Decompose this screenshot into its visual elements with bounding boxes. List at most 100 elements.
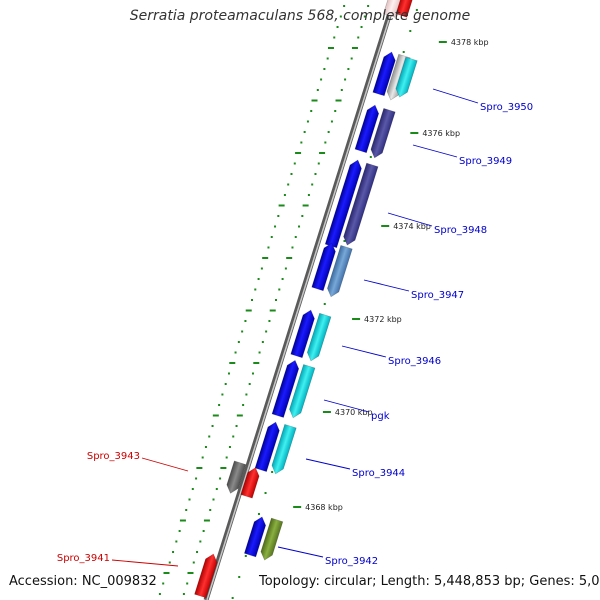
label-leader-line — [111, 559, 179, 567]
scale-dot — [258, 351, 261, 354]
scale-dot — [186, 582, 189, 585]
scale-dot — [242, 404, 245, 406]
gene-label[interactable]: Spro_3942 — [325, 556, 378, 567]
gene-arrow[interactable] — [305, 312, 332, 362]
scale-dot — [415, 9, 418, 11]
scale-dot — [260, 267, 263, 270]
scale-dot — [265, 330, 268, 333]
scale-dot — [202, 530, 205, 532]
scale-dot — [221, 393, 224, 396]
gene-arrow[interactable] — [354, 103, 381, 154]
scale-dot — [293, 162, 296, 165]
gene-arrow[interactable] — [325, 245, 353, 298]
gene-arrow[interactable] — [270, 423, 297, 475]
scale-dot — [227, 372, 230, 375]
scale-dot — [330, 120, 333, 123]
scale-dot — [347, 68, 350, 70]
scale-dot — [228, 446, 231, 448]
scale-dot — [327, 131, 330, 133]
scale-dot — [278, 288, 281, 291]
scale-dot — [195, 477, 198, 480]
gene-arrow[interactable] — [372, 50, 398, 97]
scale-dot — [264, 492, 267, 494]
scale-dot — [351, 47, 358, 49]
scale-dot — [311, 183, 314, 186]
gene-arrow[interactable] — [341, 162, 379, 247]
scale-dot — [188, 498, 191, 501]
gene-arrow[interactable] — [194, 552, 220, 599]
scale-dot — [262, 257, 269, 259]
genome-backbone-highlight — [206, 0, 396, 600]
scale-dot — [271, 471, 274, 473]
gene-label[interactable]: Spro_3949 — [459, 156, 512, 167]
scale-dot — [253, 362, 260, 364]
gene-arrow[interactable] — [395, 0, 414, 18]
kbp-tick-label: 4376 kbp — [422, 129, 460, 138]
scale-dot — [192, 561, 195, 564]
scale-dot — [363, 15, 366, 18]
scale-dot — [225, 456, 228, 459]
gene-arrow[interactable] — [287, 364, 316, 419]
scale-dot — [245, 393, 248, 396]
gene-arrow[interactable] — [259, 517, 284, 562]
gene-arrow[interactable] — [369, 107, 396, 159]
gene-label[interactable]: Spro_3948 — [434, 225, 487, 236]
gene-arrow[interactable] — [243, 515, 267, 558]
scale-dot — [316, 89, 319, 91]
scale-dot — [290, 173, 293, 175]
scale-dot — [251, 299, 254, 301]
gene-arrow[interactable] — [240, 466, 261, 499]
scale-dot — [343, 240, 346, 242]
scale-dot — [199, 540, 202, 543]
scale-dot — [277, 215, 280, 217]
scale-dot — [336, 26, 339, 28]
kbp-tick-label: 4368 kbp — [305, 503, 343, 512]
gene-label[interactable]: Spro_3941 — [57, 553, 110, 564]
gene-label[interactable]: Spro_3944 — [352, 468, 405, 479]
scale-dot — [367, 5, 370, 7]
scale-dot — [339, 15, 342, 18]
scale-dot — [278, 204, 285, 207]
gene-arrow[interactable] — [271, 359, 301, 418]
gene-label[interactable]: Spro_3943 — [87, 451, 140, 462]
scale-dot — [196, 467, 203, 469]
scale-dot — [310, 110, 313, 112]
scale-dot — [232, 435, 235, 438]
scale-dot — [275, 299, 278, 301]
scale-dot — [201, 456, 204, 459]
gene-label[interactable]: pgk — [371, 411, 390, 422]
scale-dot — [281, 278, 284, 280]
scale-dot — [334, 110, 337, 112]
scale-dot — [294, 236, 297, 238]
scale-dot — [220, 467, 227, 469]
scale-dot — [257, 513, 260, 515]
scale-dot — [340, 89, 343, 91]
scale-dot — [291, 246, 294, 249]
scale-dot — [224, 383, 227, 385]
scale-dot — [324, 141, 327, 144]
gene-label[interactable]: Spro_3947 — [411, 290, 464, 301]
scale-dot — [261, 341, 264, 343]
label-leader-line — [387, 212, 433, 227]
gene-arrow[interactable] — [290, 308, 317, 359]
scale-dot — [360, 26, 363, 28]
gene-arrow[interactable] — [225, 460, 247, 495]
scale-dot — [344, 78, 347, 81]
kbp-tick-label: 4370 kbp — [335, 408, 373, 417]
gene-arrow[interactable] — [311, 241, 338, 292]
scale-dot — [185, 509, 188, 511]
gene-label[interactable]: Spro_3946 — [388, 356, 441, 367]
gene-label[interactable]: Spro_3950 — [480, 102, 533, 113]
scale-dot — [245, 309, 252, 312]
scale-dot — [319, 152, 326, 154]
scale-dot — [235, 425, 238, 427]
gene-arrow[interactable] — [383, 0, 402, 18]
gene-arrow[interactable] — [394, 56, 418, 99]
scale-dot — [172, 551, 175, 553]
scale-dot — [300, 141, 303, 144]
label-leader-line — [412, 144, 458, 158]
scale-dot — [327, 47, 334, 49]
scale-dot — [303, 131, 306, 133]
gene-arrow[interactable] — [254, 420, 281, 473]
gene-arrow[interactable] — [324, 158, 363, 249]
